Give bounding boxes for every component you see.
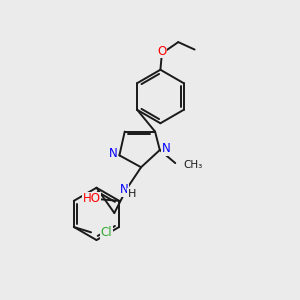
Text: N: N (109, 147, 117, 161)
Text: Cl: Cl (100, 226, 112, 239)
Text: N: N (120, 183, 129, 196)
Text: HO: HO (83, 192, 101, 205)
Text: O: O (157, 45, 167, 58)
Text: H: H (128, 189, 136, 199)
Text: N: N (161, 142, 170, 155)
Text: CH₃: CH₃ (184, 160, 203, 170)
